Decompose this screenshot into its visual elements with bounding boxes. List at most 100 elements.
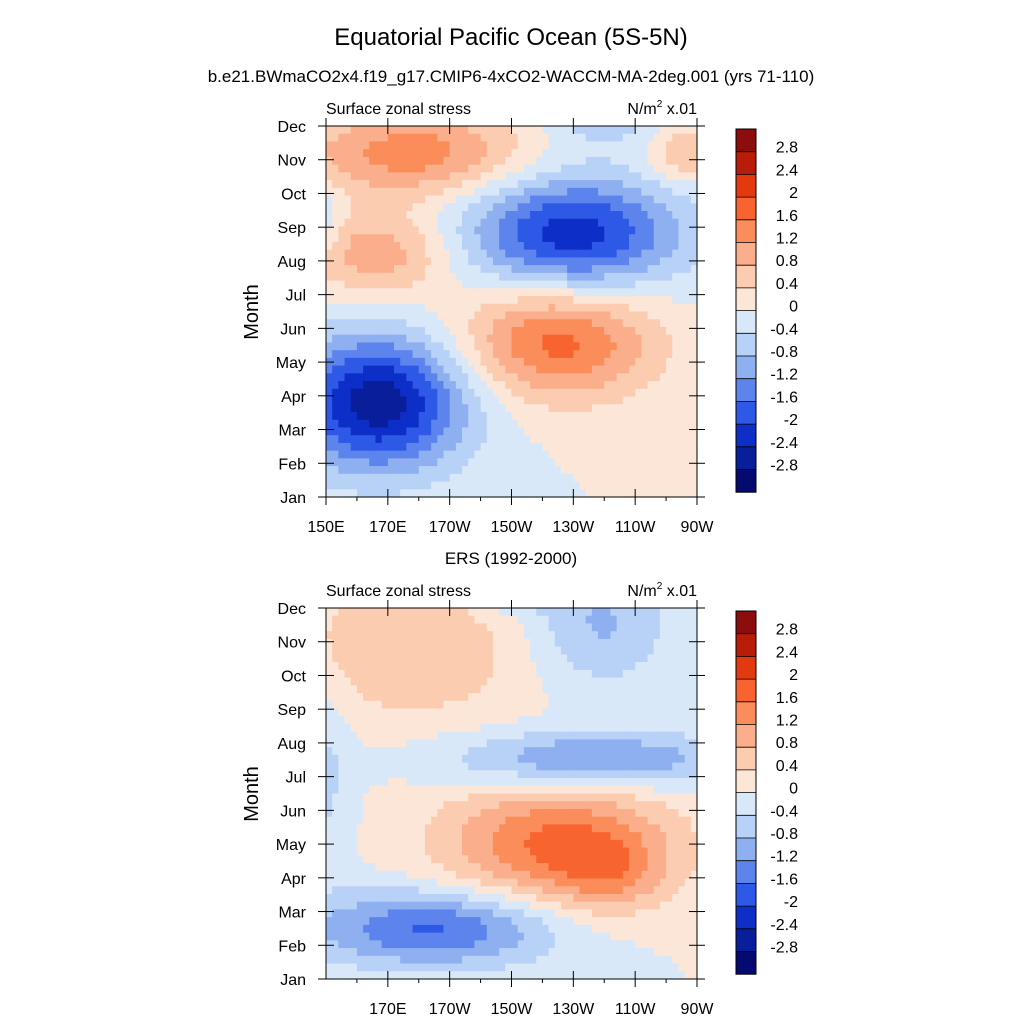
- model-field-cell: [598, 296, 605, 305]
- model-field-cell: [542, 427, 550, 436]
- model-field-cell: [517, 272, 525, 282]
- model-field-cell: [536, 257, 544, 266]
- ers-field-cell: [326, 754, 333, 764]
- model-field-cell: [585, 133, 593, 143]
- model-field-cell: [604, 450, 612, 459]
- model-field-cell: [462, 257, 469, 266]
- ers-field-cell: [548, 847, 556, 856]
- model-field-cell: [363, 203, 370, 212]
- ers-field-cell: [400, 893, 407, 903]
- model-field-cell: [610, 218, 618, 228]
- model-field-cell: [517, 450, 525, 459]
- ers-field-cell: [369, 909, 377, 918]
- model-field-cell: [591, 249, 599, 258]
- model-field-cell: [455, 257, 463, 266]
- ers-field-cell: [579, 731, 587, 740]
- ers-field-cell: [468, 662, 475, 671]
- model-field-cell: [511, 141, 519, 150]
- ers-field-cell: [443, 855, 451, 864]
- ers-field-cell: [462, 623, 469, 632]
- model-field-cell: [332, 211, 339, 220]
- ers-field-cell: [579, 948, 587, 957]
- model-field-cell: [517, 342, 525, 351]
- ers-field-cell: [548, 669, 556, 679]
- model-field-cell: [672, 187, 680, 197]
- ers-field-cell: [517, 832, 525, 841]
- ers-field-cell: [468, 955, 475, 965]
- ers-field-cell: [462, 886, 469, 895]
- ers-field-cell: [548, 971, 556, 980]
- ers-field-cell: [356, 832, 364, 841]
- model-field-cell: [604, 381, 612, 390]
- model-field-cell: [548, 458, 556, 467]
- ers-field-cell: [455, 816, 463, 826]
- model-field-cell: [666, 211, 673, 220]
- ers-field-cell: [363, 631, 370, 640]
- model-field-cell: [474, 203, 482, 212]
- model-field-cell: [394, 381, 401, 390]
- model-field-cell: [369, 419, 377, 429]
- model-field-cell: [591, 396, 599, 405]
- model-field-cell: [418, 257, 426, 266]
- ers-field-cell: [394, 870, 401, 880]
- model-field-cell: [523, 141, 531, 150]
- ers-field-cell: [455, 901, 463, 911]
- model-field-cell: [585, 149, 593, 158]
- model-field-cell: [653, 334, 661, 344]
- model-field-cell: [610, 404, 618, 413]
- model-field-cell: [573, 388, 581, 398]
- model-field-cell: [628, 381, 636, 390]
- model-field-cell: [567, 411, 574, 421]
- model-field-cell: [474, 272, 482, 282]
- model-field-cell: [394, 226, 401, 235]
- model-field-cell: [511, 180, 519, 189]
- model-field-cell: [326, 419, 333, 429]
- ers-field-cell: [356, 662, 364, 671]
- model-field-cell: [443, 357, 451, 367]
- ers-field-cell: [406, 615, 414, 625]
- ers-field-cell: [369, 901, 377, 911]
- model-field-cell: [653, 203, 661, 212]
- ers-field-cell: [424, 731, 432, 740]
- model-field-cell: [443, 187, 451, 197]
- ers-field-cell: [542, 901, 550, 911]
- model-field-cell: [381, 365, 389, 374]
- model-field-cell: [400, 195, 407, 204]
- model-y-tick-label: Feb: [278, 456, 306, 473]
- model-field-cell: [684, 126, 692, 135]
- ers-field-cell: [375, 863, 383, 872]
- ers-field-cell: [530, 955, 537, 965]
- model-field-cell: [480, 141, 488, 150]
- ers-field-cell: [505, 855, 513, 864]
- model-field-cell: [585, 272, 593, 282]
- model-field-cell: [499, 388, 506, 398]
- model-field-cell: [690, 164, 698, 173]
- model-field-cell: [523, 319, 531, 328]
- ers-field-cell: [548, 693, 556, 702]
- model-field-cell: [554, 141, 562, 150]
- model-field-cell: [443, 226, 451, 235]
- ers-field-cell: [468, 747, 475, 756]
- model-field-cell: [573, 450, 581, 459]
- ers-field-cell: [554, 785, 562, 795]
- model-field-cell: [332, 450, 339, 459]
- model-field-cell: [542, 311, 550, 320]
- model-field-cell: [517, 296, 525, 305]
- model-field-cell: [604, 226, 612, 235]
- ers-field-cell: [437, 909, 445, 918]
- ers-field-cell: [462, 770, 469, 779]
- ers-field-cell: [455, 739, 463, 748]
- model-field-cell: [381, 126, 389, 135]
- model-field-cell: [604, 435, 612, 444]
- ers-field-cell: [381, 700, 389, 710]
- ers-field-cell: [542, 878, 550, 887]
- ers-field-cell: [375, 646, 383, 655]
- model-field-cell: [455, 334, 463, 344]
- model-field-cell: [598, 388, 605, 398]
- model-field-cell: [666, 365, 673, 374]
- model-field-cell: [690, 334, 698, 344]
- model-field-cell: [486, 280, 494, 289]
- ers-field-cell: [554, 932, 562, 941]
- model-field-cell: [437, 203, 445, 212]
- ers-field-cell: [505, 754, 513, 764]
